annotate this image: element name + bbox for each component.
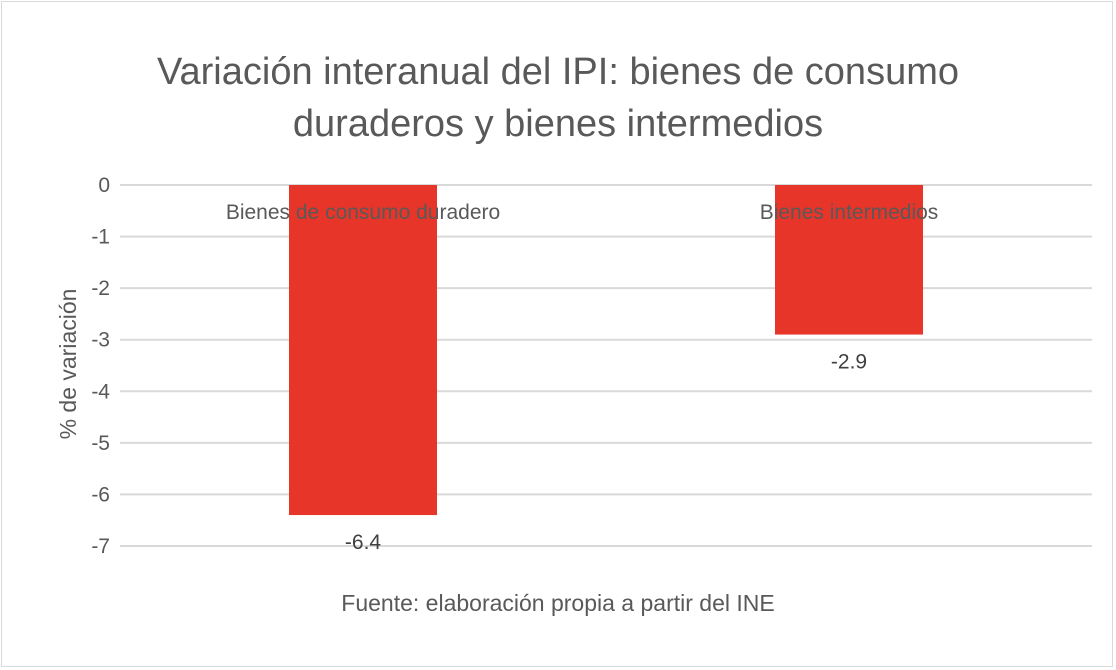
data-labels: -6.4 -2.9 [345, 351, 867, 555]
y-tick-label: -7 [91, 535, 110, 558]
chart-title: Variación interanual del IPI: bienes de … [2, 46, 1114, 150]
category-labels: Bienes de consumo duradero Bienes interme… [226, 201, 938, 224]
y-tick-label: -5 [91, 432, 110, 455]
source-note: Fuente: elaboración propia a partir del … [341, 590, 775, 616]
bar [289, 185, 437, 516]
chart-title-line-1: Variación interanual del IPI: bienes de … [156, 51, 959, 93]
y-tick-label: -4 [91, 380, 110, 403]
data-label: -2.9 [831, 351, 867, 374]
y-tick-label: 0 [98, 174, 110, 197]
y-tick-label: -2 [91, 277, 110, 300]
gridlines [120, 184, 1092, 547]
y-tick-label: -6 [91, 483, 110, 506]
y-tick-label: -3 [91, 329, 110, 352]
bar [775, 185, 923, 335]
y-tick-label: -1 [91, 226, 110, 249]
category-label: Bienes de consumo duradero [226, 201, 500, 224]
y-axis-label: % de variación [55, 289, 81, 440]
y-axis-ticks: 0 -1 -2 -3 -4 -5 -6 -7 [91, 174, 110, 558]
category-label: Bienes intermedios [760, 201, 939, 224]
data-label: -6.4 [345, 531, 382, 554]
bars [289, 185, 923, 516]
chart-title-line-2: duraderos y bienes intermedios [292, 103, 824, 145]
